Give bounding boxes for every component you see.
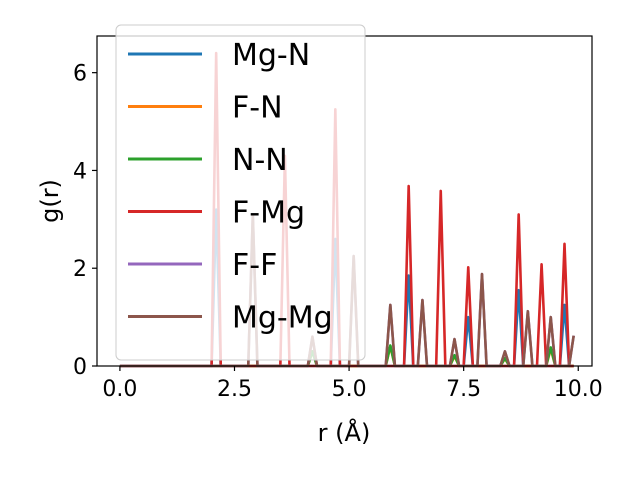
y-tick-label: 2	[73, 257, 87, 282]
legend-label: N-N	[232, 143, 288, 178]
legend: Mg-N F-N N-N F-Mg F-F Mg-Mg	[115, 24, 366, 361]
legend-label: F-Mg	[232, 196, 305, 231]
y-axis-label: g(r)	[36, 179, 64, 223]
x-tick-label: 2.5	[217, 377, 252, 402]
legend-label: Mg-Mg	[232, 301, 333, 336]
x-axis: 0.0 2.5 5.0 7.5 10.0	[102, 366, 603, 402]
legend-label: F-N	[232, 91, 283, 126]
x-tick-label: 0.0	[102, 377, 137, 402]
y-axis: 0 2 4 6	[73, 62, 97, 380]
x-tick-label: 5.0	[332, 377, 367, 402]
x-tick-label: 7.5	[446, 377, 481, 402]
y-tick-label: 4	[73, 159, 87, 184]
y-tick-label: 6	[73, 62, 87, 87]
legend-box	[115, 24, 366, 361]
y-tick-label: 0	[73, 355, 87, 380]
x-tick-label: 10.0	[554, 377, 603, 402]
legend-label: F-F	[232, 248, 277, 283]
legend-label: Mg-N	[232, 38, 310, 73]
x-axis-label: r (Å)	[318, 418, 371, 447]
